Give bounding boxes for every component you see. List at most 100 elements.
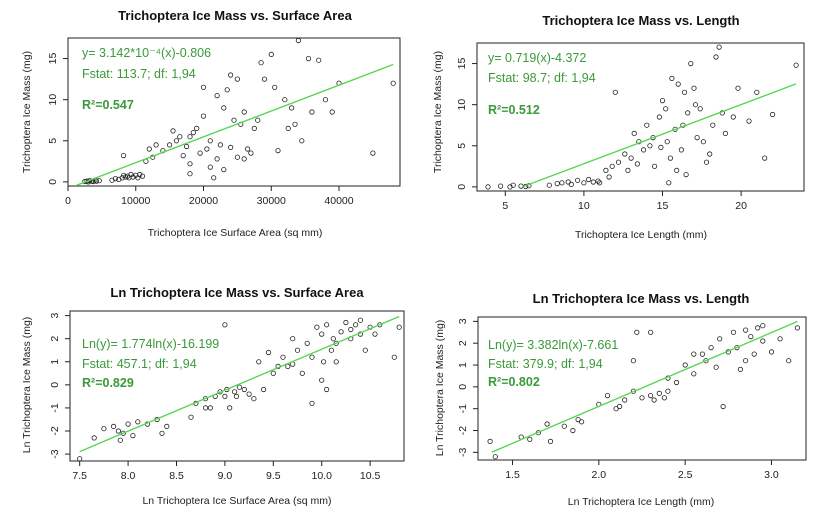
panel-1-fit-line-group [76,63,394,186]
data-point [316,57,322,63]
data-point [292,121,298,127]
data-point [357,317,363,323]
panel-3-x-axis-label: Ln Trichoptera Ice Surface Area (sq mm) [142,495,331,507]
data-point [673,379,680,386]
data-point [578,419,585,425]
data-point [527,436,533,442]
panel-4-x-axis-label: Ln Trichoptera Ice Length (mm) [568,496,714,508]
data-point [510,182,516,188]
data-point [669,75,675,82]
fit-line [522,83,797,188]
panel-2-fit-line-group [522,83,797,188]
data-point [793,62,799,68]
data-point [333,340,339,346]
y-tick-label: -3 [457,448,469,457]
data-point [647,143,653,149]
x-tick-label: 20000 [189,195,218,207]
data-point [96,178,102,184]
data-point [333,359,339,365]
panel-4-fstat: Fstat: 379.9; df: 1,94 [488,357,603,371]
data-point [241,109,247,115]
data-point [184,143,190,150]
y-tick-label: -2 [457,426,469,435]
y-tick-label: 5 [47,138,59,144]
data-point [710,122,716,128]
data-point [121,153,127,159]
panel-2-fstat: Fstat: 98.7; df: 1,94 [488,71,596,85]
data-point [492,454,498,460]
data-point [694,135,700,141]
data-point [224,87,230,93]
x-tick-label: 40000 [324,195,353,207]
data-point [177,134,183,140]
fit-line [491,320,798,453]
data-point [391,354,397,360]
data-point [236,384,242,390]
data-point [674,167,680,173]
data-point [200,113,207,119]
data-point [234,154,240,160]
data-point [703,358,709,364]
panel-1-plot-frame [67,37,401,187]
data-point [561,423,567,429]
data-point [487,438,493,444]
data-point [760,323,766,329]
x-tick-label: 2.0 [592,469,607,481]
data-point [678,147,685,153]
data-point [691,371,697,377]
data-point [167,142,173,148]
y-tick-label: 0 [456,184,468,190]
data-point [609,163,615,169]
fit-line [76,63,394,186]
data-point [294,347,301,353]
x-tick-label: 30000 [257,195,286,207]
data-point [497,183,504,189]
data-point [217,142,223,148]
data-point [275,148,281,154]
data-point [187,161,193,167]
y-tick-label: 15 [456,58,468,70]
y-tick-label: 3 [457,318,469,324]
panel-1-y-axis-label: Trichoptera Ice Mass (mg) [21,51,33,173]
data-point [248,150,254,156]
data-point [115,428,122,434]
data-point [245,146,251,152]
data-point [568,181,574,187]
panel-2-y-ticks: 0 5 10 15 [456,58,477,190]
data-point [207,405,213,411]
x-tick-label: 15 [657,200,669,212]
data-point [659,98,666,104]
panel-mass-vs-surface-area: Trichoptera Ice Mass vs. Surface Area Tr… [21,8,401,239]
panel-1-title: Trichoptera Ice Mass vs. Surface Area [118,8,352,23]
data-point [251,396,257,402]
data-point [323,386,330,393]
data-point [329,109,335,115]
data-point [214,93,220,99]
data-point [200,84,207,90]
data-point [640,147,647,153]
data-point [554,181,560,187]
data-point [231,117,237,123]
data-point [628,155,634,161]
data-point [222,393,228,399]
data-point [585,176,592,183]
data-point [370,150,376,156]
data-point [762,155,768,161]
data-point [120,430,126,436]
y-tick-label: 1 [49,359,61,365]
data-point [211,175,217,181]
data-point [323,322,330,328]
data-point [746,118,752,124]
data-point [222,322,228,328]
y-tick-label: 0 [47,179,59,185]
data-point [730,329,737,335]
data-point [768,349,775,355]
data-point [590,179,596,185]
x-tick-label: 20 [735,200,747,212]
data-point [735,85,741,91]
data-point [485,184,491,190]
data-point [352,322,359,328]
data-point [309,109,315,115]
data-point [232,389,238,395]
